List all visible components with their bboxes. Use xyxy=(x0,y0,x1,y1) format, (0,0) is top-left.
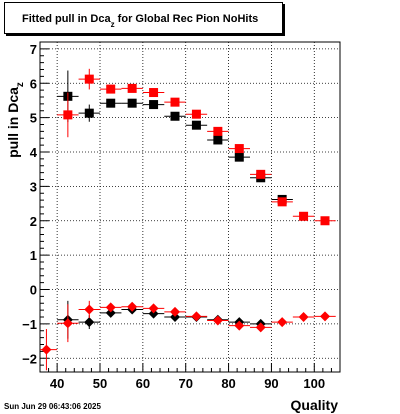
data-point-square xyxy=(256,169,266,179)
x-tick-label: 90 xyxy=(264,376,278,391)
x-tick-label: 80 xyxy=(221,376,235,391)
y-axis-label-subscript: z xyxy=(15,82,26,87)
x-tick-label: 50 xyxy=(93,376,107,391)
data-point-square xyxy=(191,109,201,119)
x-tick-label: 70 xyxy=(178,376,192,391)
data-point-square xyxy=(170,111,180,121)
data-point-square xyxy=(213,135,223,145)
data-point-square xyxy=(320,216,330,226)
y-axis-label-main: pull in Dca xyxy=(5,87,21,158)
data-point-diamond xyxy=(234,320,245,331)
data-series xyxy=(57,70,293,204)
grid-lines xyxy=(40,42,340,372)
data-point-square xyxy=(234,144,244,154)
chart-title-svg: Fitted pull in Dcaz for Global Rec Pion … xyxy=(22,13,258,29)
data-point-square xyxy=(299,211,309,221)
tick-labels: 40 50 60 70 80 90 100 −2 −1 0 1 2 3 4 5 6 7 xyxy=(22,42,325,391)
x-tick-label: 40 xyxy=(50,376,64,391)
data-point-diamond xyxy=(277,317,288,328)
data-point-diamond xyxy=(148,308,159,319)
data-point-diamond xyxy=(298,312,309,322)
data-point-diamond xyxy=(105,307,116,318)
data-point-diamond xyxy=(255,322,266,333)
data-point-diamond xyxy=(84,317,95,328)
data-point-diamond xyxy=(320,311,330,322)
y-tick-label: 4 xyxy=(30,145,38,160)
y-tick-label: −2 xyxy=(22,351,37,366)
datestamp: Sun Jun 29 06:43:06 2025 xyxy=(4,402,101,411)
data-point-square xyxy=(127,98,137,108)
data-point-square xyxy=(127,83,137,93)
chart-title: Fitted pull in Dcaz for Global Rec Pion … xyxy=(22,13,258,29)
data-point-diamond xyxy=(105,302,116,313)
data-point-square xyxy=(191,120,201,130)
data-point-diamond xyxy=(84,304,95,315)
data-point-square xyxy=(106,84,116,94)
data-point-square xyxy=(149,88,159,98)
data-point-diamond xyxy=(170,312,180,322)
data-point-diamond xyxy=(62,318,73,329)
y-axis-label: pull in Dcaz xyxy=(5,82,26,158)
data-point-diamond xyxy=(41,344,52,355)
data-point-diamond xyxy=(170,306,180,317)
y-tick-label: 6 xyxy=(30,76,37,91)
data-point-diamond xyxy=(127,301,138,312)
data-point-square xyxy=(213,126,223,136)
data-point-square xyxy=(63,110,73,120)
y-tick-label: −1 xyxy=(22,317,37,332)
y-tick-label: 1 xyxy=(30,248,37,263)
data-point-diamond xyxy=(191,311,202,322)
x-tick-label: 100 xyxy=(303,376,325,391)
y-tick-label: 7 xyxy=(30,42,37,57)
y-tick-label: 0 xyxy=(30,283,37,298)
data-point-square xyxy=(170,97,180,107)
data-point-square xyxy=(149,100,159,110)
chart-title-tail: for Global Rec Pion NoHits xyxy=(115,13,259,25)
x-axis-label: Quality xyxy=(291,397,339,413)
data-point-square xyxy=(106,98,116,108)
data-point-square xyxy=(234,152,244,162)
axis-ticks xyxy=(39,41,341,373)
data-series xyxy=(40,300,336,371)
x-tick-label: 60 xyxy=(136,376,150,391)
y-tick-label: 3 xyxy=(30,179,37,194)
data-series xyxy=(57,68,336,226)
data-point-square xyxy=(277,197,287,207)
data-points xyxy=(40,68,336,371)
chart-title-main: Fitted pull in Dca xyxy=(22,13,111,25)
data-point-diamond xyxy=(212,315,223,326)
chart-title-box: Fitted pull in Dcaz for Global Rec Pion … xyxy=(4,2,283,34)
data-point-square xyxy=(84,74,94,84)
data-point-square xyxy=(84,108,94,118)
chart-title-subscript: z xyxy=(111,20,115,29)
y-tick-label: 2 xyxy=(30,214,37,229)
data-point-diamond xyxy=(148,303,159,314)
y-tick-label: 5 xyxy=(30,111,37,126)
